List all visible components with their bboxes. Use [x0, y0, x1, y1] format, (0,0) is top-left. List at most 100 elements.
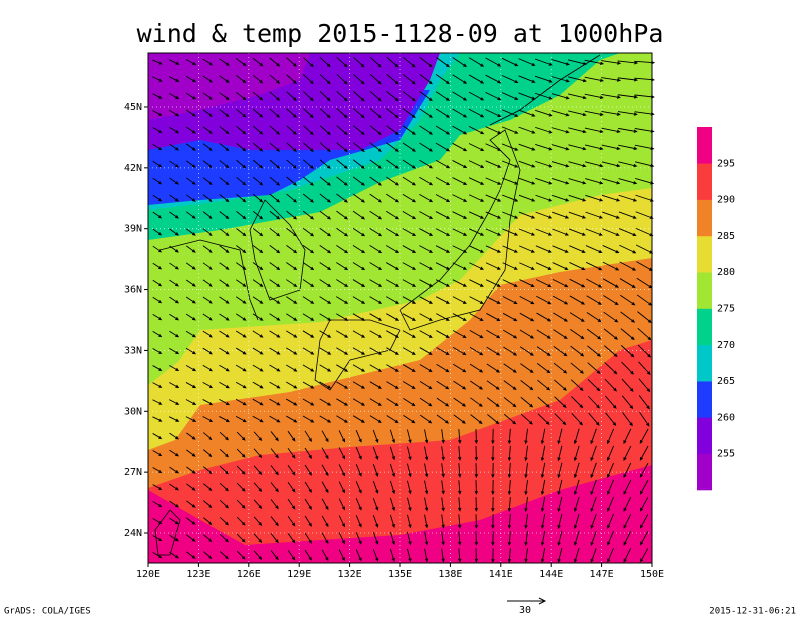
wind-arrow [524, 496, 528, 513]
wind-arrow [540, 496, 546, 513]
wind-arrow [536, 295, 552, 305]
wind-arrow [152, 501, 163, 508]
wind-arrow [503, 363, 517, 373]
wind-arrow [235, 364, 247, 372]
wind-arrow [419, 296, 433, 304]
wind-arrow [236, 91, 247, 101]
wind-arrow [403, 398, 416, 407]
wind-arrow [605, 412, 617, 427]
wind-arrow [253, 499, 263, 509]
wind-arrow [519, 245, 535, 253]
wind-arrow [635, 211, 654, 219]
wind-arrow [252, 330, 264, 338]
wind-arrow [152, 296, 163, 304]
wind-arrow [639, 462, 649, 478]
wind-arrow [584, 59, 605, 65]
wind-arrow [389, 429, 395, 444]
wind-arrow [551, 194, 570, 202]
wind-arrow [468, 160, 485, 168]
wind-arrow [436, 330, 450, 338]
wind-arrow [567, 76, 587, 83]
wind-arrow [524, 513, 528, 530]
wind-arrow [389, 514, 395, 529]
wind-arrow [352, 347, 366, 355]
wind-arrow [503, 413, 517, 425]
wind-arrow [252, 381, 264, 389]
wind-arrow [152, 93, 163, 99]
wind-arrow [568, 110, 587, 117]
wind-arrow [602, 261, 620, 271]
wind-arrow [639, 497, 649, 512]
wind-arrow [638, 395, 650, 410]
wind-arrow [419, 397, 433, 407]
wind-arrow [352, 142, 365, 152]
wind-arrow [470, 414, 483, 424]
wind-arrow [236, 296, 247, 304]
wind-arrow [336, 347, 349, 355]
wind-arrow [235, 381, 247, 389]
wind-arrow [253, 533, 263, 543]
wind-arrow [252, 313, 264, 321]
wind-arrow [570, 329, 585, 340]
wind-arrow [185, 347, 197, 355]
wind-arrow [424, 514, 429, 529]
wind-arrow [491, 531, 495, 546]
wind-arrow [537, 396, 550, 408]
wind-arrow [553, 362, 568, 374]
wind-arrow [571, 413, 583, 426]
wind-arrow [319, 57, 331, 68]
wind-arrow [352, 245, 366, 254]
wind-arrow [286, 296, 298, 304]
wind-arrow [235, 415, 247, 423]
wind-arrow [152, 450, 163, 457]
wind-arrow [252, 364, 264, 372]
wind-arrow [458, 548, 462, 563]
wind-arrow [152, 416, 163, 422]
wind-arrow [202, 381, 214, 389]
wind-arrow [568, 127, 587, 134]
wind-arrow [518, 58, 536, 66]
wind-arrow [169, 262, 179, 270]
wind-arrow [435, 91, 450, 101]
wind-arrow [219, 500, 229, 509]
wind-arrow [389, 480, 395, 495]
wind-arrow [618, 144, 638, 151]
wind-arrow [623, 531, 632, 546]
wind-arrow [270, 431, 279, 442]
wind-arrow [441, 446, 445, 461]
wind-arrow [203, 517, 213, 526]
wind-arrow [402, 142, 416, 152]
wind-arrow [519, 312, 535, 322]
wind-arrow [202, 500, 213, 509]
wind-arrow [236, 193, 247, 203]
wind-arrow [169, 143, 180, 151]
wind-arrow [617, 94, 638, 99]
wind-arrow [585, 194, 604, 202]
wind-arrow [485, 160, 502, 168]
wind-arrow [269, 398, 281, 406]
wind-arrow [435, 194, 451, 202]
wind-arrow [402, 193, 417, 203]
wind-arrow [152, 331, 163, 338]
wind-arrow [468, 194, 485, 202]
wind-arrow [185, 109, 196, 117]
colorbar-label: 270 [717, 340, 735, 351]
wind-arrow [601, 94, 621, 99]
wind-arrow [617, 77, 639, 82]
wind-arrow [502, 211, 519, 219]
wind-arrow [236, 176, 247, 186]
colorbar-box [697, 235, 712, 273]
wind-arrow [336, 210, 349, 220]
wind-arrow [586, 312, 602, 323]
wind-arrow [236, 465, 246, 475]
wind-arrow [202, 449, 213, 458]
wind-arrow [584, 127, 604, 134]
wind-arrow [585, 228, 603, 236]
wind-arrow [468, 125, 485, 135]
wind-arrow [587, 345, 601, 357]
wind-arrow [253, 516, 263, 526]
map-title: wind & temp 2015-1128-09 at 1000hPa [137, 19, 664, 48]
wind-arrow [537, 379, 551, 391]
wind-arrow [552, 262, 569, 270]
wind-arrow [352, 227, 366, 237]
